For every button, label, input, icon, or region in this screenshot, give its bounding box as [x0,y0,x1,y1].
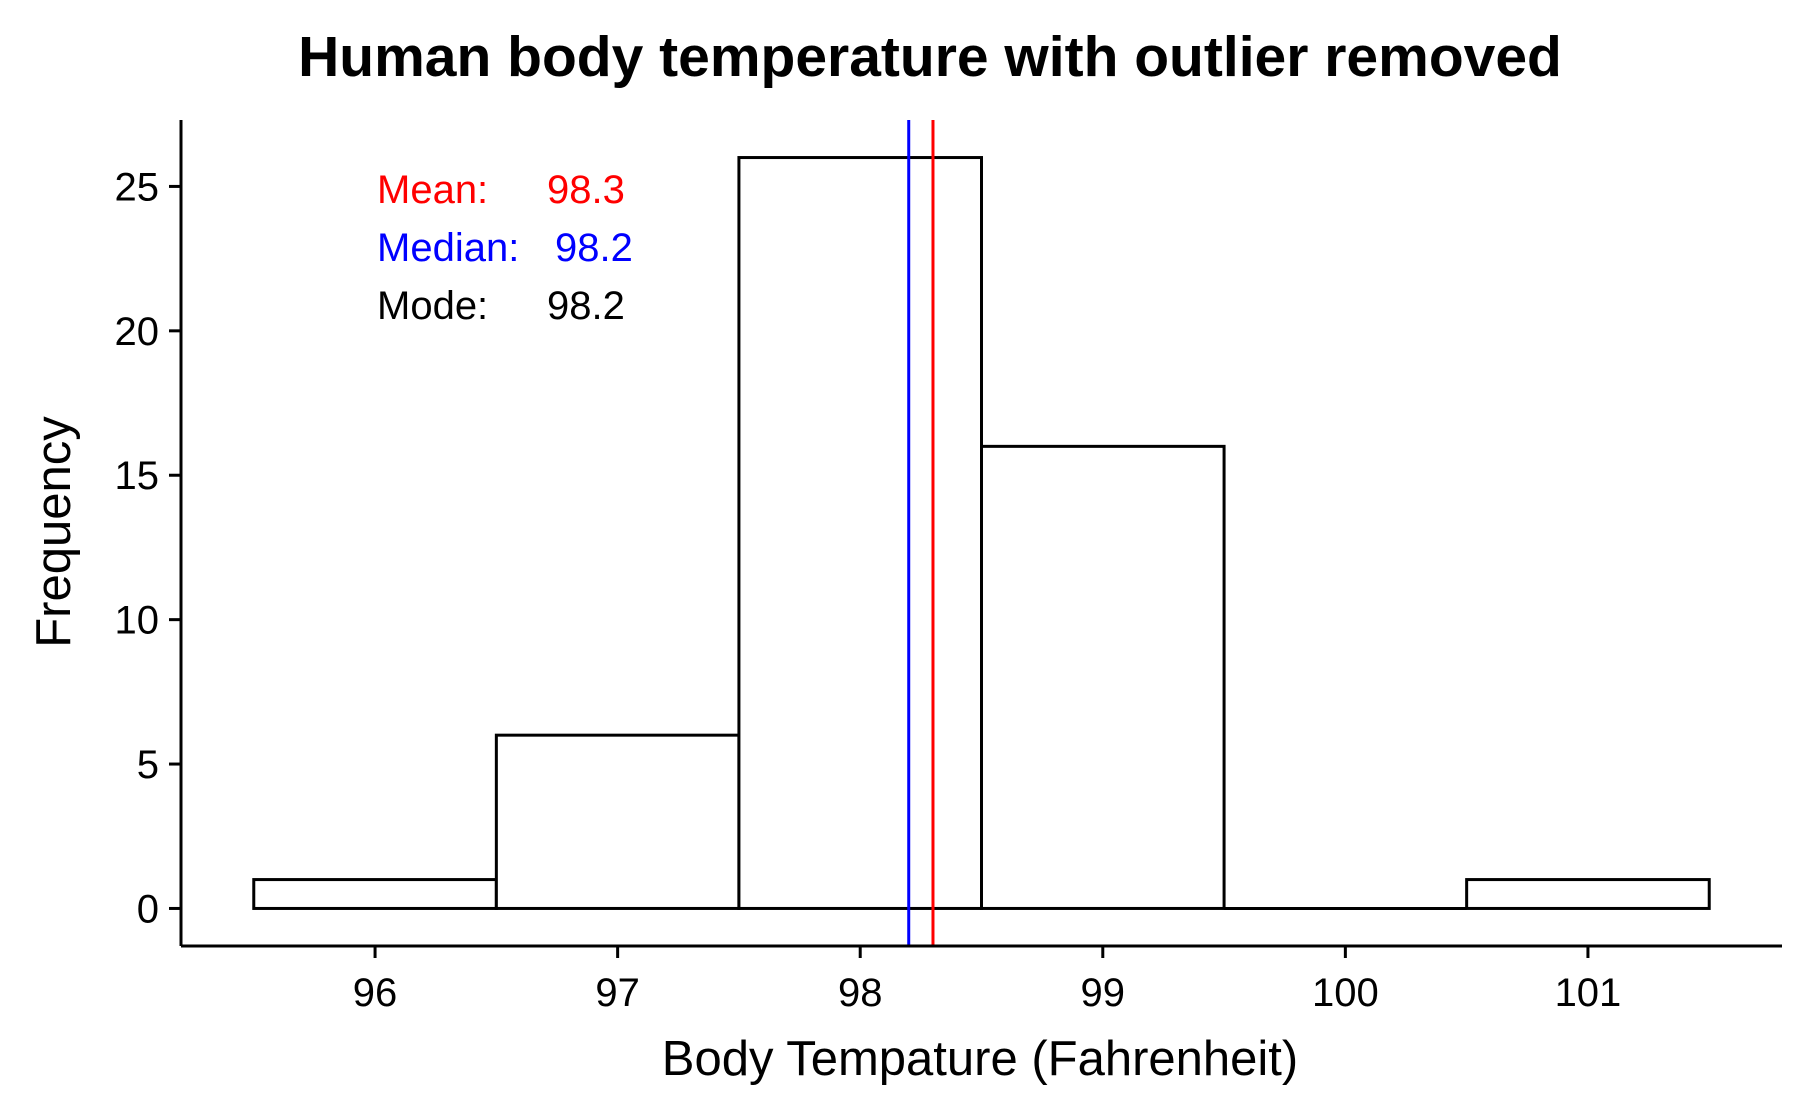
median-annotation-value: 98.2 [555,226,633,270]
mode-annotation-label: Mode: [377,284,488,328]
y-tick-label-25: 25 [115,165,160,209]
y-tick-label-10: 10 [115,599,160,643]
y-tick-label-20: 20 [115,310,160,354]
x-tick-label-99: 99 [1081,971,1126,1015]
x-tick-label-97: 97 [595,971,640,1015]
histogram-bar-2 [737,156,984,910]
x-axis-label: Body Tempature (Fahrenheit) [662,1032,1298,1086]
x-tick-label-98: 98 [838,971,883,1015]
mean-annotation-label: Mean: [377,168,488,212]
x-tick-label-101: 101 [1555,971,1622,1015]
mean-annotation-value: 98.3 [547,168,625,212]
chart-title: Human body temperature with outlier remo… [298,25,1562,89]
y-tick-label-15: 15 [115,454,160,498]
y-axis-label: Frequency [27,416,81,648]
histogram-bar-0 [252,878,498,910]
mode-annotation-value: 98.2 [547,284,625,328]
histogram-bar-1 [494,733,741,910]
plot-area: 0 5 10 15 20 25 96 97 98 99 100 101 Mean: 98.3 Median:… [115,120,1782,1015]
x-tick-label-100: 100 [1312,971,1379,1015]
y-tick-label-5: 5 [137,743,159,787]
y-tick-label-0: 0 [137,887,159,931]
histogram-bar-3 [980,444,1226,910]
x-tick-label-96: 96 [353,971,398,1015]
median-annotation-label: Median: [377,226,519,270]
histogram-bar-5 [1465,878,1711,910]
